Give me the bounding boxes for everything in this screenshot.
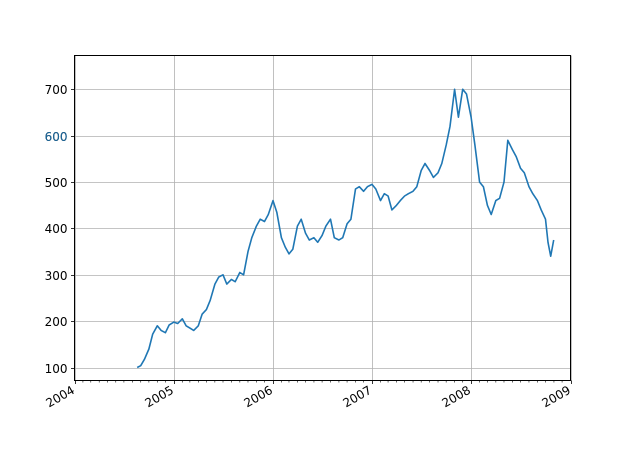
y-tick-label: 700 [45,83,68,97]
y-tick-label: 400 [45,222,68,236]
y-tick-label: 100 [45,362,68,376]
y-tick-label: 500 [45,176,68,190]
y-tick-label: 200 [45,315,68,329]
line-layer [136,88,555,369]
y-tick-label: 300 [45,269,68,283]
grid-layer [74,55,572,381]
price-line [136,88,555,369]
y-axis: 100 200 300 400 500 600 700 [45,83,75,376]
overlay-glyph: 600 [45,130,68,144]
plot-frame [74,55,571,381]
y-tick-label: 600 [45,130,68,144]
